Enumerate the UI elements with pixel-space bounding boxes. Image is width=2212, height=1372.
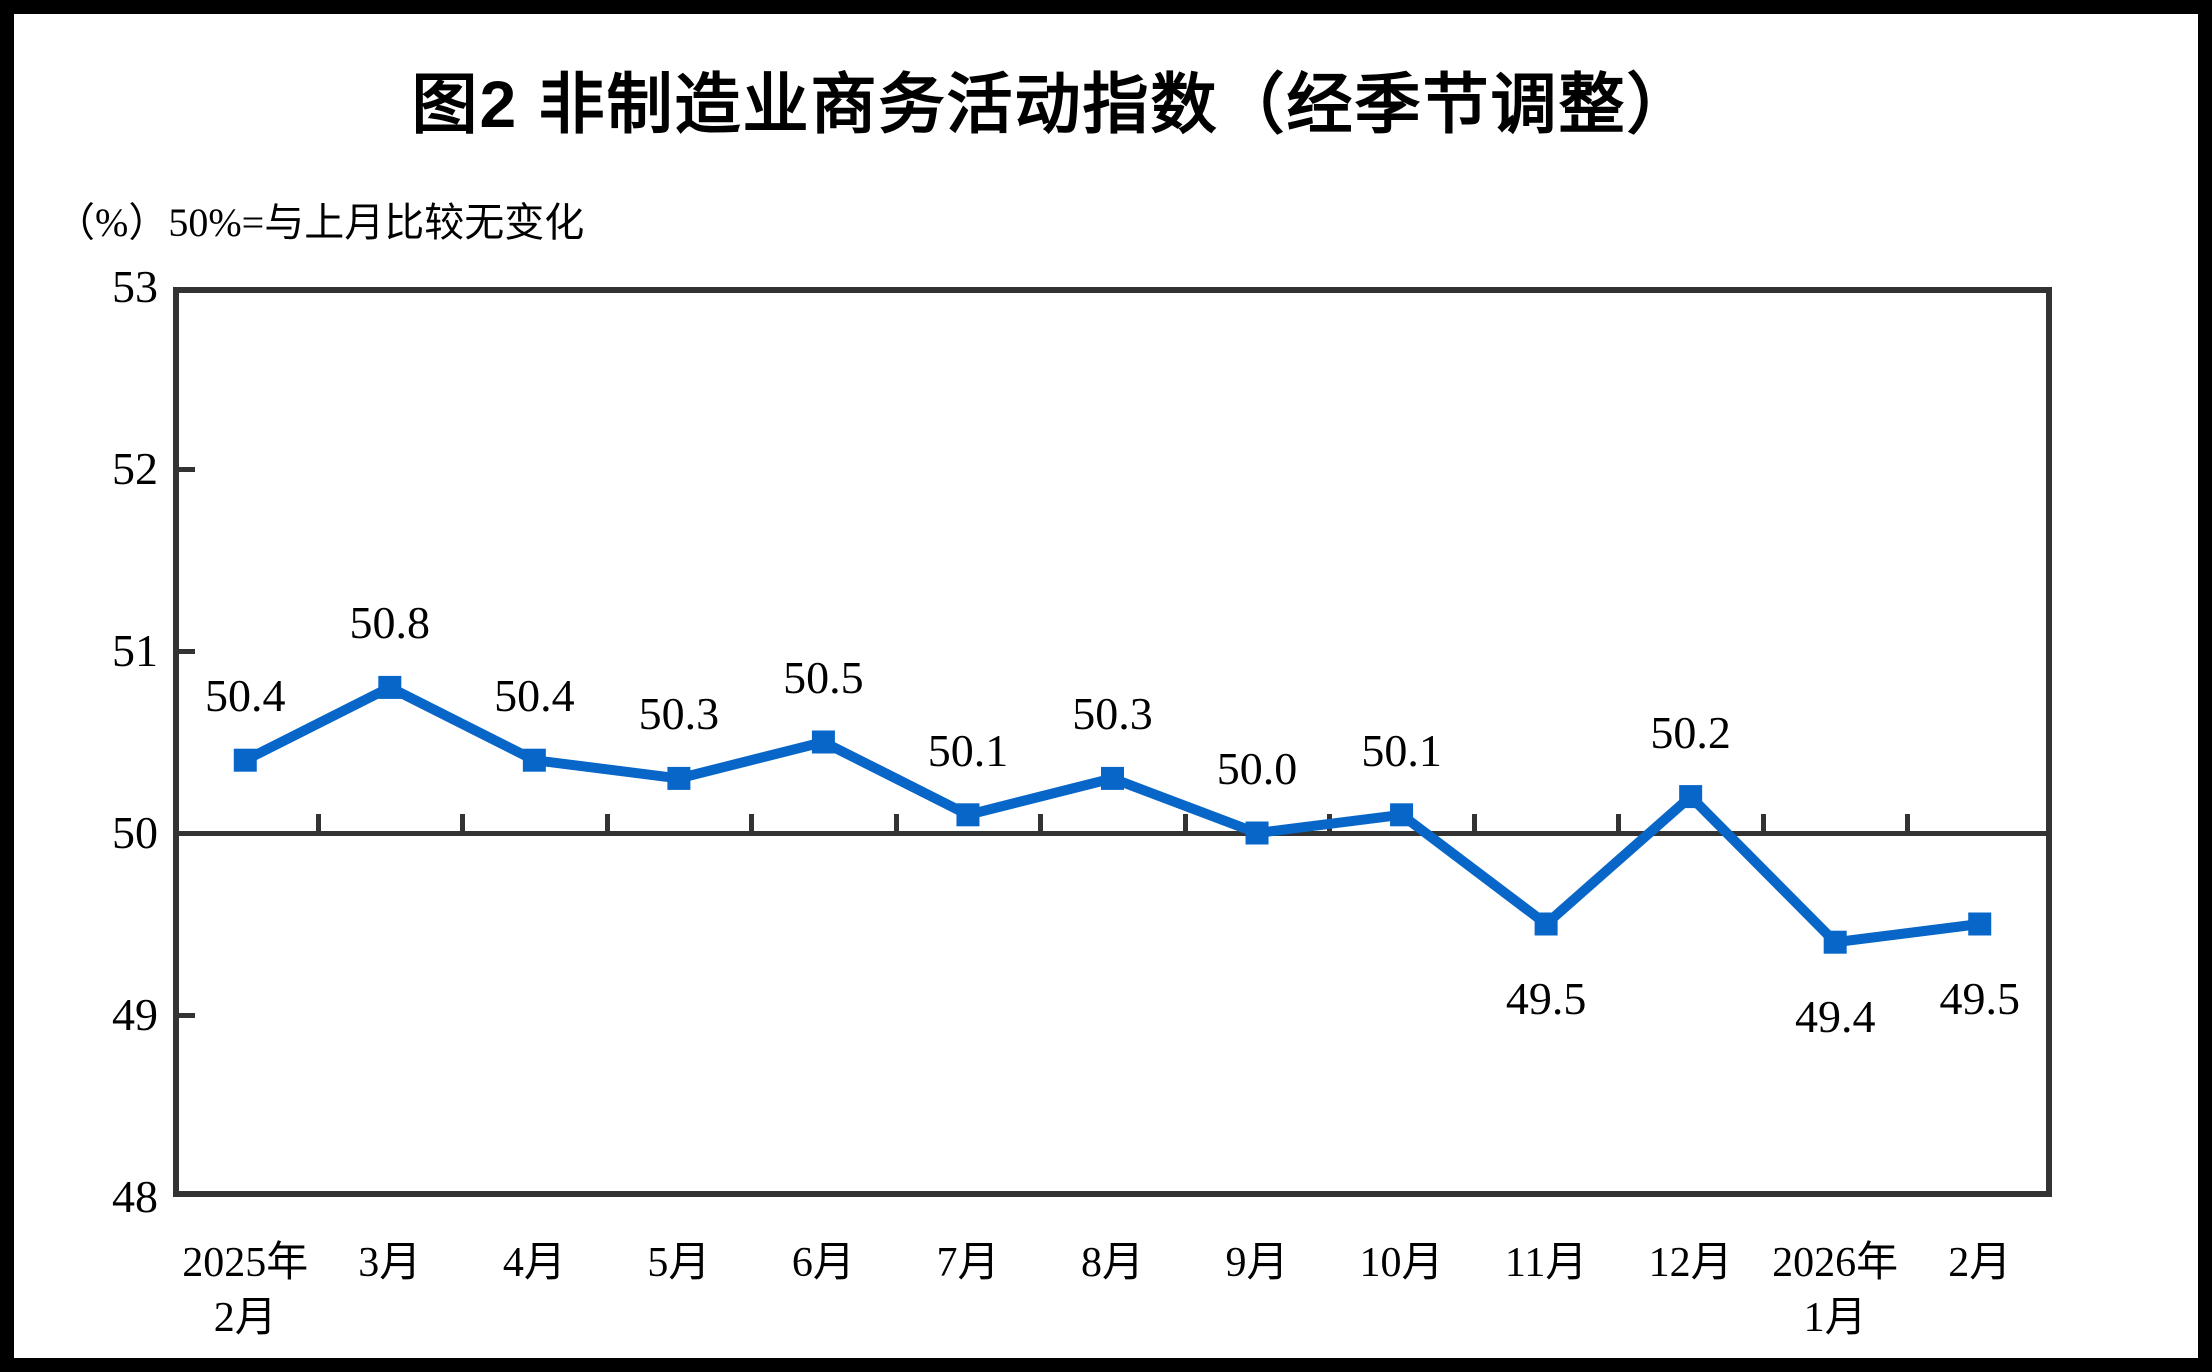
y-axis-tick-label: 50 bbox=[112, 807, 158, 858]
data-point-label: 50.5 bbox=[783, 652, 864, 703]
y-axis-tick-label: 53 bbox=[112, 261, 158, 312]
y-axis-tick-label: 49 bbox=[112, 989, 158, 1040]
data-point-label: 50.1 bbox=[1361, 724, 1442, 776]
data-point-label: 49.5 bbox=[1939, 973, 2020, 1024]
data-point-marker bbox=[378, 675, 402, 699]
x-axis-label: 5月 bbox=[647, 1240, 711, 1286]
axis-unit-note: （%）50%=与上月比较无变化 bbox=[55, 200, 585, 245]
data-point-marker bbox=[1968, 912, 1992, 936]
plot-area bbox=[173, 287, 2052, 1197]
y-axis-tick-mark bbox=[179, 467, 195, 472]
data-point-label: 49.5 bbox=[1505, 973, 1587, 1024]
data-point-label: 49.4 bbox=[1794, 991, 1876, 1043]
data-point-marker bbox=[811, 730, 835, 754]
data-point-label: 50.8 bbox=[349, 597, 431, 649]
category-tick-mark bbox=[893, 814, 899, 831]
y-axis-tick-label: 51 bbox=[112, 625, 158, 676]
figure-title: 图2 非制造业商务活动指数（经季节调整） bbox=[411, 67, 1695, 141]
data-point-marker bbox=[1245, 821, 1269, 845]
data-point-marker bbox=[956, 803, 980, 827]
x-axis-label: 2025年 bbox=[182, 1240, 309, 1286]
data-point-marker bbox=[1390, 803, 1414, 827]
frame-border-left bbox=[0, 0, 14, 1372]
data-point-marker bbox=[1101, 766, 1124, 790]
y-axis-tick-mark bbox=[179, 1013, 195, 1018]
data-point-label: 50.0 bbox=[1216, 743, 1298, 794]
data-point-marker bbox=[1823, 930, 1847, 954]
frame-border-right bbox=[2198, 0, 2212, 1372]
x-axis-label: 3月 bbox=[358, 1240, 422, 1286]
y-axis-tick-label: 48 bbox=[112, 1171, 158, 1222]
data-point-label: 50.4 bbox=[494, 670, 575, 722]
data-point-label: 50.3 bbox=[1072, 688, 1153, 740]
category-tick-mark bbox=[1038, 814, 1044, 831]
y-axis-tick-mark bbox=[179, 649, 195, 654]
category-tick-mark bbox=[1616, 814, 1622, 831]
x-axis-label: 10月 bbox=[1359, 1240, 1444, 1286]
x-axis-label: 12月 bbox=[1648, 1240, 1733, 1286]
frame-border-top bbox=[0, 0, 2212, 14]
data-point-marker bbox=[1679, 785, 1703, 809]
x-axis-label: 2026年 bbox=[1772, 1240, 1899, 1286]
category-tick-mark bbox=[1760, 814, 1766, 831]
frame-border-bottom bbox=[0, 1358, 2212, 1372]
category-tick-mark bbox=[315, 814, 321, 831]
data-point-label: 50.2 bbox=[1650, 706, 1731, 758]
data-point-label: 50.1 bbox=[927, 724, 1009, 776]
x-axis-label: 2月 bbox=[1948, 1240, 2012, 1286]
x-axis-label: 4月 bbox=[502, 1240, 566, 1286]
y-axis-tick-label: 52 bbox=[112, 443, 158, 494]
category-tick-mark bbox=[749, 814, 755, 831]
x-axis-label-line2: 1月 bbox=[1803, 1295, 1867, 1341]
category-tick-mark bbox=[1471, 814, 1477, 831]
reference-line-50 bbox=[173, 831, 2052, 836]
data-point-marker bbox=[667, 766, 691, 790]
data-point-marker bbox=[522, 748, 546, 772]
x-axis-label: 11月 bbox=[1504, 1240, 1588, 1286]
data-point-label: 50.3 bbox=[638, 688, 720, 740]
x-axis-label-line2: 2月 bbox=[213, 1295, 277, 1341]
data-point-marker bbox=[233, 748, 257, 772]
x-axis-label: 8月 bbox=[1080, 1240, 1144, 1286]
category-tick-mark bbox=[1182, 814, 1188, 831]
data-point-label: 50.4 bbox=[205, 670, 286, 722]
x-axis-label: 6月 bbox=[791, 1240, 855, 1286]
category-tick-mark bbox=[604, 814, 610, 831]
category-tick-mark bbox=[460, 814, 466, 831]
x-axis-label: 9月 bbox=[1225, 1240, 1289, 1286]
x-axis-label: 7月 bbox=[936, 1240, 1000, 1286]
data-point-marker bbox=[1534, 912, 1558, 936]
category-tick-mark bbox=[1905, 814, 1911, 831]
